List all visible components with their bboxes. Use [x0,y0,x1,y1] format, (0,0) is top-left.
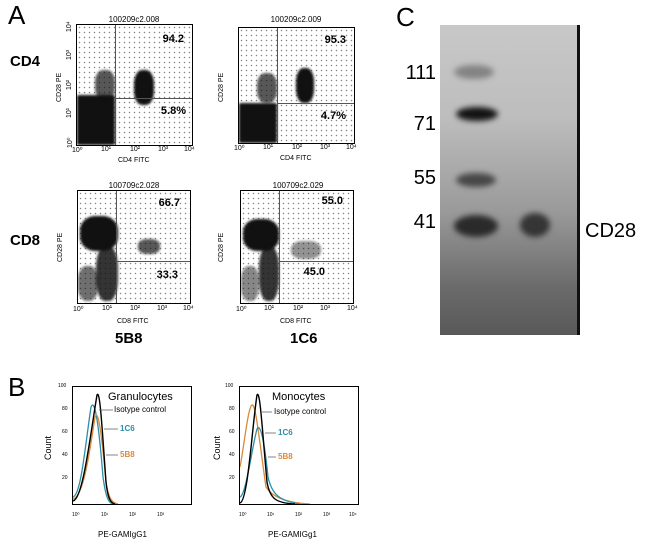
y-tick: 40 [62,452,68,458]
x-tick: 10⁴ [347,305,358,312]
quadrant-lower-right: 45.0 [303,266,325,278]
x-tick: 10⁰ [236,306,247,313]
legend-5b8: 5B8 [120,450,135,459]
x-tick: 10³ [320,305,331,312]
histogram-title: Monocytes [272,391,326,403]
x-tick: 10⁰ [72,147,83,154]
x-tick: 10⁰ [234,145,245,152]
plot-area: 94.2 5.8% [76,24,193,146]
y-axis-label: CD28 PE [57,232,64,262]
plot-title: 100709c2.028 [108,181,160,190]
quadrant-upper-right: 95.3 [324,34,346,46]
plot-title: 100209c2.008 [108,15,160,24]
plot-title: 100709c2.029 [272,181,324,190]
x-axis-label: CD8 FITC [280,318,312,325]
y-axis-label: Count [43,435,53,460]
x-tick: 10⁰ [72,512,80,518]
x-tick: 10¹ [263,144,274,151]
plot-title: 100209c2.009 [270,15,322,24]
x-tick: 10² [130,305,141,312]
y-axis-label: CD28 PE [218,232,225,262]
x-tick: 10² [295,512,303,518]
legend-1c6: 1C6 [278,428,293,437]
x-tick: 10² [293,305,304,312]
y-axis-label: CD28 PE [218,72,225,102]
panel-b-letter: B [8,372,26,402]
y-axis-label: Count [212,435,222,460]
col-label-1c6: 1C6 [290,330,318,347]
x-tick: 10³ [320,144,331,151]
x-tick: 10¹ [102,305,113,312]
mw-marker-55: 55 [413,167,436,189]
mw-marker-111: 111 [405,62,436,84]
band-label-cd28: CD28 [585,220,637,242]
x-tick: 10¹ [267,512,275,518]
x-tick: 10³ [323,512,331,518]
plot-area: Granulocytes Isotype control 1C6 5B8 [72,386,192,505]
legend-5b8: 5B8 [278,452,293,461]
quadrant-lower-right: 5.8% [160,105,186,117]
plot-area: 66.7 33.3 [77,190,191,304]
plot-area: 95.3 4.7% [238,27,355,144]
legend-isotype: Isotype control [114,405,167,414]
western-blot-gel [440,25,580,335]
quadrant-upper-right: 66.7 [158,197,180,209]
y-tick: 20 [62,475,68,481]
quadrant-lower-right: 4.7% [320,110,346,122]
y-tick: 10² [66,79,73,90]
x-tick: 10¹ [101,146,112,153]
x-tick: 10¹ [101,512,109,518]
quadrant-upper-right: 94.2 [162,33,184,45]
x-axis-label: CD4 FITC [280,155,312,162]
y-tick: 60 [229,429,235,435]
x-tick: 10⁴ [184,146,195,153]
legend-isotype: Isotype control [274,407,327,416]
panel-a-letter: A [8,0,26,30]
x-axis-label: CD8 FITC [117,318,149,325]
y-tick: 80 [62,406,68,412]
x-tick: 10² [130,146,141,153]
x-tick: 10² [292,144,303,151]
x-tick: 10⁰ [73,306,84,313]
plot-area: 55.0 45.0 [240,190,354,304]
x-axis-label: PE-GAMIGg1 [268,530,317,539]
panel-c-letter: C [396,2,415,32]
x-axis-label: CD4 FITC [118,157,150,164]
quadrant-upper-right: 55.0 [321,195,343,207]
x-tick: 10⁴ [183,305,194,312]
mw-marker-41: 41 [413,211,436,233]
row-label-cd4: CD4 [10,53,41,70]
x-tick: 10² [129,512,137,518]
legend-1c6: 1C6 [120,424,135,433]
x-tick: 10³ [158,146,169,153]
x-tick: 10⁴ [346,144,357,151]
y-tick: 40 [229,452,235,458]
x-tick: 10³ [157,512,165,518]
histogram-title: Granulocytes [108,391,173,403]
x-tick: 10⁰ [239,512,247,518]
mw-marker-71: 71 [413,113,436,135]
x-axis-label: PE-GAMIgG1 [98,530,147,539]
x-tick: 10⁴ [349,512,357,518]
y-axis-label: CD28 PE [56,72,63,102]
y-tick: 10⁴ [66,21,73,32]
y-tick: 10⁰ [67,137,74,148]
y-tick: 10³ [66,49,73,60]
y-tick: 20 [229,475,235,481]
row-label-cd8: CD8 [10,232,41,249]
y-tick: 100 [225,383,234,389]
quadrant-lower-right: 33.3 [156,269,178,281]
y-tick: 60 [62,429,68,435]
y-tick: 100 [58,383,67,389]
col-label-5b8: 5B8 [115,330,143,347]
x-tick: 10¹ [264,305,275,312]
y-tick: 10¹ [66,107,73,118]
x-tick: 10³ [157,305,168,312]
plot-area: Monocytes Isotype control 1C6 5B8 [239,386,359,505]
y-tick: 80 [229,406,235,412]
